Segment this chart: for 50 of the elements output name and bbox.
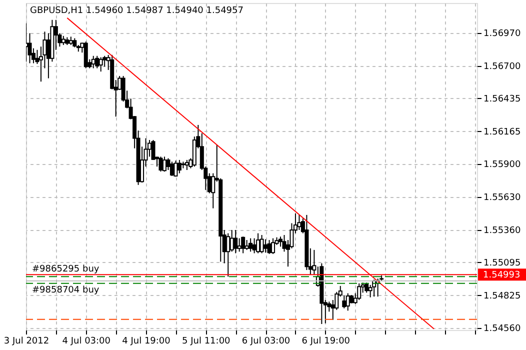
candlestick [184,159,189,170]
candlestick [174,160,178,178]
candlestick [95,55,100,69]
candlestick [357,282,362,301]
candlestick [342,295,346,309]
candlestick [91,55,96,69]
x-tick-label: 4 Jul 03:00 [62,336,111,346]
candlestick [226,232,230,278]
candlestick [271,238,276,254]
candlestick [98,56,103,72]
y-tick-label: 1.56970 [484,29,521,40]
y-tick-label: 1.56700 [484,62,521,72]
y-tick-label: 1.54560 [484,324,521,334]
ref-line-label: #9858704 buy [32,285,100,296]
candlestick [248,238,253,252]
x-tick-label: 6 Jul 03:00 [242,336,290,346]
ref-line-label: #9865295 buy [32,264,100,275]
x-tick-label: 6 Jul 19:00 [302,336,350,346]
candlestick [297,214,302,230]
y-tick-label: 1.56435 [484,94,521,105]
candlestick [260,234,264,254]
candlestick [278,236,283,248]
chart-title: GBPUSD,H1 1.54960 1.54987 1.54940 1.54957 [30,6,244,16]
y-tick-label: 1.55900 [484,160,521,170]
x-tick-label: 4 Jul 19:00 [122,336,171,346]
y-tick-label: 1.55630 [484,193,521,204]
candlestick [252,238,256,254]
candlestick [230,229,234,252]
x-tick-label: 5 Jul 11:00 [182,336,231,346]
y-tick-label: 1.55095 [484,258,521,269]
candlestick [364,282,369,294]
x-tick-label: 3 Jul 2012 [4,336,50,346]
candlestick [177,159,182,174]
candlestick [244,240,249,250]
candlestick [237,238,242,252]
candlestick [346,292,350,312]
candlestick [72,38,77,48]
candlestick [61,35,66,46]
candlestick [256,232,260,254]
y-tick-label: 1.54825 [484,292,521,302]
candlestick [234,229,238,254]
y-tick-label: 1.56165 [484,128,521,138]
candlestick [264,238,268,254]
candlestick [158,156,163,172]
ref-line-label: 1.54993 [483,270,520,281]
y-tick-label: 1.55360 [484,226,521,236]
candlestick [241,236,246,254]
candlestick [102,55,107,68]
candlestick [84,41,88,69]
candlestick [162,156,166,172]
